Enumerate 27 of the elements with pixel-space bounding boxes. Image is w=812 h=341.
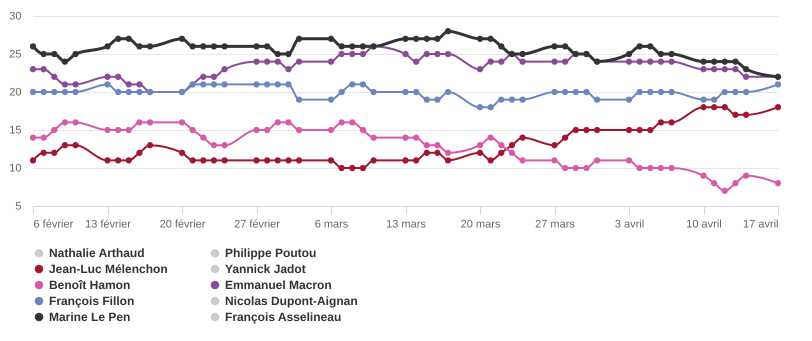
y-tick-label: 5 (15, 200, 22, 212)
legend-label: François Asselineau (225, 310, 342, 324)
x-tick-label: 3 avril (614, 218, 644, 230)
legend-label: Yannick Jadot (225, 262, 306, 276)
y-tick-label: 10 (9, 162, 22, 174)
legend-label: Benoît Hamon (49, 278, 130, 292)
legend-label: Emmanuel Macron (225, 278, 332, 292)
x-tick-label: 27 mars (535, 218, 576, 230)
legend-label: Nicolas Dupont-Aignan (225, 294, 358, 308)
y-tick-label: 30 (9, 10, 22, 22)
legend-label: François Fillon (49, 294, 134, 308)
x-tick-label: 6 février (34, 218, 74, 230)
x-tick-label: 20 février (160, 218, 206, 230)
legend-label: Nathalie Arthaud (49, 246, 145, 260)
x-tick-label: 20 mars (460, 218, 501, 230)
x-tick-label: 27 février (234, 218, 280, 230)
legend-label: Jean-Luc Mélenchon (49, 262, 168, 276)
legend-label: Philippe Poutou (225, 246, 316, 260)
legend-label: Marine Le Pen (49, 310, 130, 324)
y-tick-label: 20 (9, 86, 22, 98)
y-tick-label: 15 (9, 124, 22, 136)
x-tick-label: 13 mars (386, 218, 426, 230)
y-tick-label: 25 (9, 48, 22, 60)
x-tick-label: 17 avril (743, 218, 778, 230)
x-tick-label: 10 avril (686, 218, 722, 230)
x-tick-label: 6 mars (314, 218, 349, 230)
x-tick-label: 13 février (85, 218, 132, 230)
